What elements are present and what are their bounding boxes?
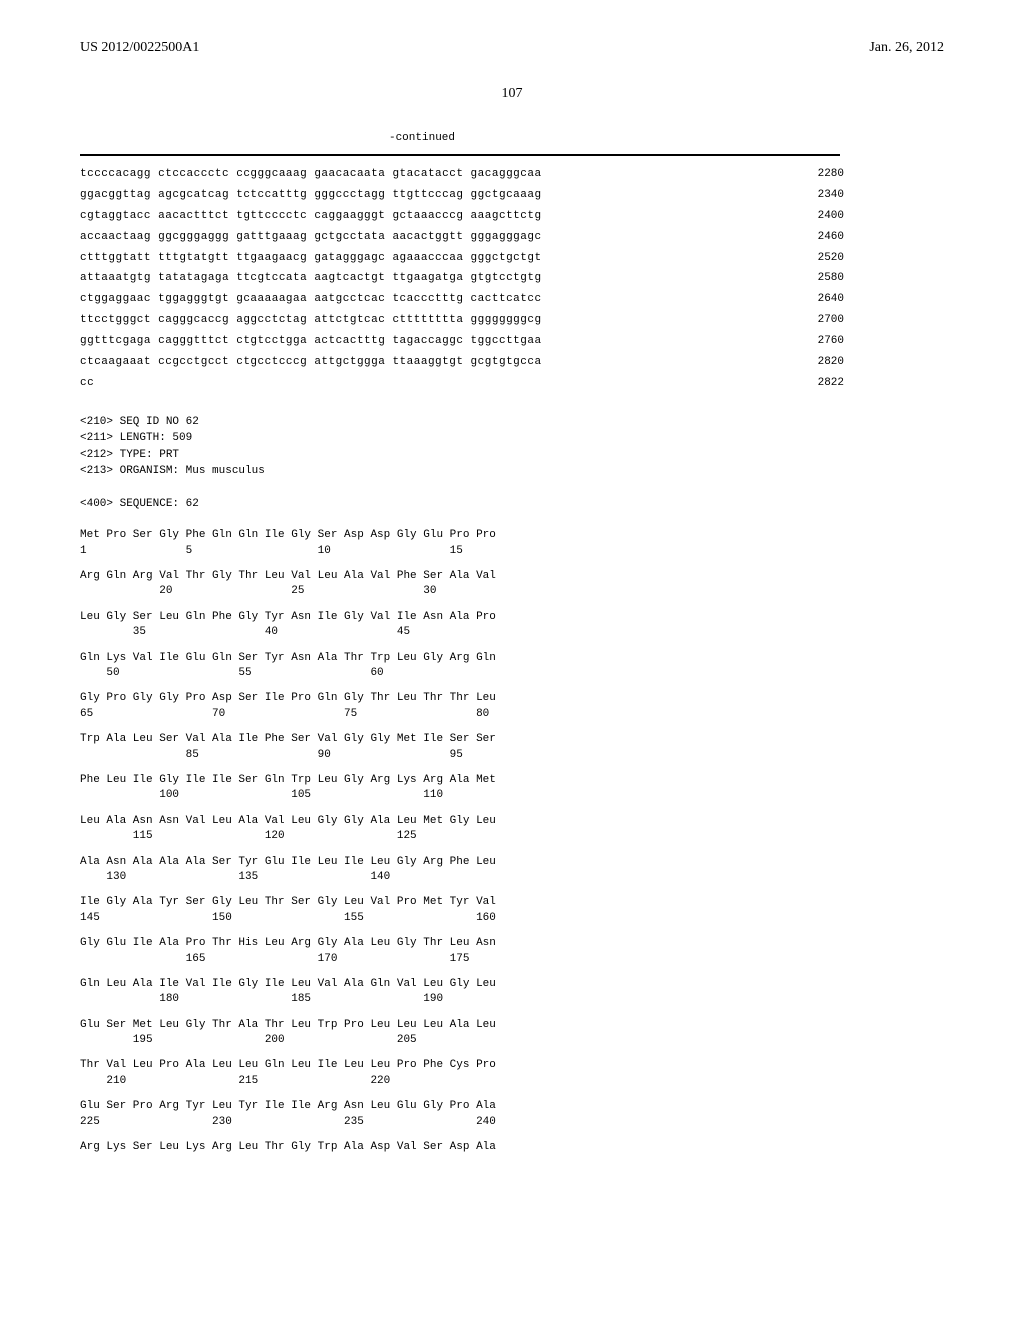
dna-position-number: 2400 <box>818 206 944 227</box>
amino-acid-line: Gly Pro Gly Gly Pro Asp Ser Ile Pro Gln … <box>80 691 944 706</box>
protein-sequence-row: Gly Pro Gly Gly Pro Asp Ser Ile Pro Gln … <box>80 691 944 722</box>
protein-sequence-row: Leu Gly Ser Leu Gln Phe Gly Tyr Asn Ile … <box>80 610 944 641</box>
sequence-metadata: <210> SEQ ID NO 62<211> LENGTH: 509<212>… <box>80 414 944 480</box>
amino-acid-line: Ala Asn Ala Ala Ala Ser Tyr Glu Ile Leu … <box>80 855 944 870</box>
amino-acid-line: Arg Gln Arg Val Thr Gly Thr Leu Val Leu … <box>80 569 944 584</box>
dna-sequence-block: tccccacagg ctccaccctc ccgggcaaag gaacaca… <box>80 164 944 394</box>
protein-sequence-row: Ala Asn Ala Ala Ala Ser Tyr Glu Ile Leu … <box>80 855 944 886</box>
protein-sequence-row: Thr Val Leu Pro Ala Leu Leu Gln Leu Ile … <box>80 1058 944 1089</box>
protein-sequence-row: Phe Leu Ile Gly Ile Ile Ser Gln Trp Leu … <box>80 773 944 804</box>
position-numbers-line: 50 55 60 <box>80 666 944 681</box>
dna-sequence-row: ttcctgggct cagggcaccg aggcctctag attctgt… <box>80 310 944 331</box>
position-numbers-line: 210 215 220 <box>80 1074 944 1089</box>
position-numbers-line: 145 150 155 160 <box>80 911 944 926</box>
dna-sequence-text: accaactaag ggcgggaggg gatttgaaag gctgcct… <box>80 227 542 248</box>
protein-sequence-row: Gln Lys Val Ile Glu Gln Ser Tyr Asn Ala … <box>80 651 944 682</box>
dna-sequence-text: ctggaggaac tggagggtgt gcaaaaagaa aatgcct… <box>80 289 542 310</box>
protein-sequence-row: Glu Ser Met Leu Gly Thr Ala Thr Leu Trp … <box>80 1018 944 1049</box>
protein-sequence-block: Met Pro Ser Gly Phe Gln Gln Ile Gly Ser … <box>80 528 944 1155</box>
dna-position-number: 2460 <box>818 227 944 248</box>
dna-position-number: 2820 <box>818 352 944 373</box>
sequence-header: <400> SEQUENCE: 62 <box>80 496 944 513</box>
dna-sequence-row: attaaatgtg tatatagaga ttcgtccata aagtcac… <box>80 268 944 289</box>
dna-sequence-row: ctggaggaac tggagggtgt gcaaaaagaa aatgcct… <box>80 289 944 310</box>
dna-sequence-row: ggtttcgaga cagggtttct ctgtcctgga actcact… <box>80 331 944 352</box>
position-numbers-line: 35 40 45 <box>80 625 944 640</box>
dna-sequence-row: tccccacagg ctccaccctc ccgggcaaag gaacaca… <box>80 164 944 185</box>
amino-acid-line: Gln Lys Val Ile Glu Gln Ser Tyr Asn Ala … <box>80 651 944 666</box>
dna-sequence-row: ctcaagaaat ccgcctgcct ctgcctcccg attgctg… <box>80 352 944 373</box>
amino-acid-line: Arg Lys Ser Leu Lys Arg Leu Thr Gly Trp … <box>80 1140 944 1155</box>
protein-sequence-row: Gln Leu Ala Ile Val Ile Gly Ile Leu Val … <box>80 977 944 1008</box>
dna-sequence-row: ctttggtatt tttgtatgtt ttgaagaacg gataggg… <box>80 248 944 269</box>
dna-position-number: 2700 <box>818 310 944 331</box>
dna-sequence-text: ctttggtatt tttgtatgtt ttgaagaacg gataggg… <box>80 248 542 269</box>
dna-sequence-row: cgtaggtacc aacactttct tgttcccctc caggaag… <box>80 206 944 227</box>
protein-sequence-row: Arg Lys Ser Leu Lys Arg Leu Thr Gly Trp … <box>80 1140 944 1155</box>
position-numbers-line: 85 90 95 <box>80 748 944 763</box>
amino-acid-line: Glu Ser Pro Arg Tyr Leu Tyr Ile Ile Arg … <box>80 1099 944 1114</box>
page-header: US 2012/0022500A1 Jan. 26, 2012 <box>80 40 944 56</box>
protein-sequence-row: Met Pro Ser Gly Phe Gln Gln Ile Gly Ser … <box>80 528 944 559</box>
position-numbers-line: 165 170 175 <box>80 952 944 967</box>
dna-position-number: 2580 <box>818 268 944 289</box>
dna-position-number: 2822 <box>818 373 944 394</box>
amino-acid-line: Trp Ala Leu Ser Val Ala Ile Phe Ser Val … <box>80 732 944 747</box>
position-numbers-line: 195 200 205 <box>80 1033 944 1048</box>
dna-sequence-text: ttcctgggct cagggcaccg aggcctctag attctgt… <box>80 310 542 331</box>
dna-position-number: 2520 <box>818 248 944 269</box>
position-numbers-line: 100 105 110 <box>80 788 944 803</box>
amino-acid-line: Gly Glu Ile Ala Pro Thr His Leu Arg Gly … <box>80 936 944 951</box>
position-numbers-line: 115 120 125 <box>80 829 944 844</box>
amino-acid-line: Leu Gly Ser Leu Gln Phe Gly Tyr Asn Ile … <box>80 610 944 625</box>
dna-sequence-text: ggtttcgaga cagggtttct ctgtcctgga actcact… <box>80 331 542 352</box>
dna-sequence-text: tccccacagg ctccaccctc ccgggcaaag gaacaca… <box>80 164 542 185</box>
protein-sequence-row: Leu Ala Asn Asn Val Leu Ala Val Leu Gly … <box>80 814 944 845</box>
dna-sequence-row: ggacggttag agcgcatcag tctccatttg gggccct… <box>80 185 944 206</box>
protein-sequence-row: Gly Glu Ile Ala Pro Thr His Leu Arg Gly … <box>80 936 944 967</box>
publication-number: US 2012/0022500A1 <box>80 40 199 56</box>
position-numbers-line: 65 70 75 80 <box>80 707 944 722</box>
amino-acid-line: Thr Val Leu Pro Ala Leu Leu Gln Leu Ile … <box>80 1058 944 1073</box>
amino-acid-line: Glu Ser Met Leu Gly Thr Ala Thr Leu Trp … <box>80 1018 944 1033</box>
amino-acid-line: Ile Gly Ala Tyr Ser Gly Leu Thr Ser Gly … <box>80 895 944 910</box>
protein-sequence-row: Ile Gly Ala Tyr Ser Gly Leu Thr Ser Gly … <box>80 895 944 926</box>
dna-sequence-text: attaaatgtg tatatagaga ttcgtccata aagtcac… <box>80 268 542 289</box>
dna-position-number: 2640 <box>818 289 944 310</box>
dna-position-number: 2760 <box>818 331 944 352</box>
dna-sequence-row: cc 2822 <box>80 373 944 394</box>
dna-position-number: 2340 <box>818 185 944 206</box>
position-numbers-line: 130 135 140 <box>80 870 944 885</box>
dna-sequence-row: accaactaag ggcgggaggg gatttgaaag gctgcct… <box>80 227 944 248</box>
metadata-line: <212> TYPE: PRT <box>80 447 944 464</box>
position-numbers-line: 180 185 190 <box>80 992 944 1007</box>
amino-acid-line: Gln Leu Ala Ile Val Ile Gly Ile Leu Val … <box>80 977 944 992</box>
amino-acid-line: Met Pro Ser Gly Phe Gln Gln Ile Gly Ser … <box>80 528 944 543</box>
dna-sequence-text: ggacggttag agcgcatcag tctccatttg gggccct… <box>80 185 542 206</box>
page-number: 107 <box>80 86 944 102</box>
amino-acid-line: Leu Ala Asn Asn Val Leu Ala Val Leu Gly … <box>80 814 944 829</box>
protein-sequence-row: Trp Ala Leu Ser Val Ala Ile Phe Ser Val … <box>80 732 944 763</box>
position-numbers-line: 1 5 10 15 <box>80 544 944 559</box>
protein-sequence-row: Arg Gln Arg Val Thr Gly Thr Leu Val Leu … <box>80 569 944 600</box>
position-numbers-line: 20 25 30 <box>80 584 944 599</box>
dna-position-number: 2280 <box>818 164 944 185</box>
position-numbers-line: 225 230 235 240 <box>80 1115 944 1130</box>
dna-sequence-text: cc <box>80 373 94 394</box>
amino-acid-line: Phe Leu Ile Gly Ile Ile Ser Gln Trp Leu … <box>80 773 944 788</box>
horizontal-rule <box>80 154 840 156</box>
dna-sequence-text: cgtaggtacc aacactttct tgttcccctc caggaag… <box>80 206 542 227</box>
publication-date: Jan. 26, 2012 <box>869 40 944 56</box>
dna-sequence-text: ctcaagaaat ccgcctgcct ctgcctcccg attgctg… <box>80 352 542 373</box>
protein-sequence-row: Glu Ser Pro Arg Tyr Leu Tyr Ile Ile Arg … <box>80 1099 944 1130</box>
continued-label: -continued <box>80 132 944 144</box>
metadata-line: <211> LENGTH: 509 <box>80 430 944 447</box>
metadata-line: <213> ORGANISM: Mus musculus <box>80 463 944 480</box>
metadata-line: <210> SEQ ID NO 62 <box>80 414 944 431</box>
